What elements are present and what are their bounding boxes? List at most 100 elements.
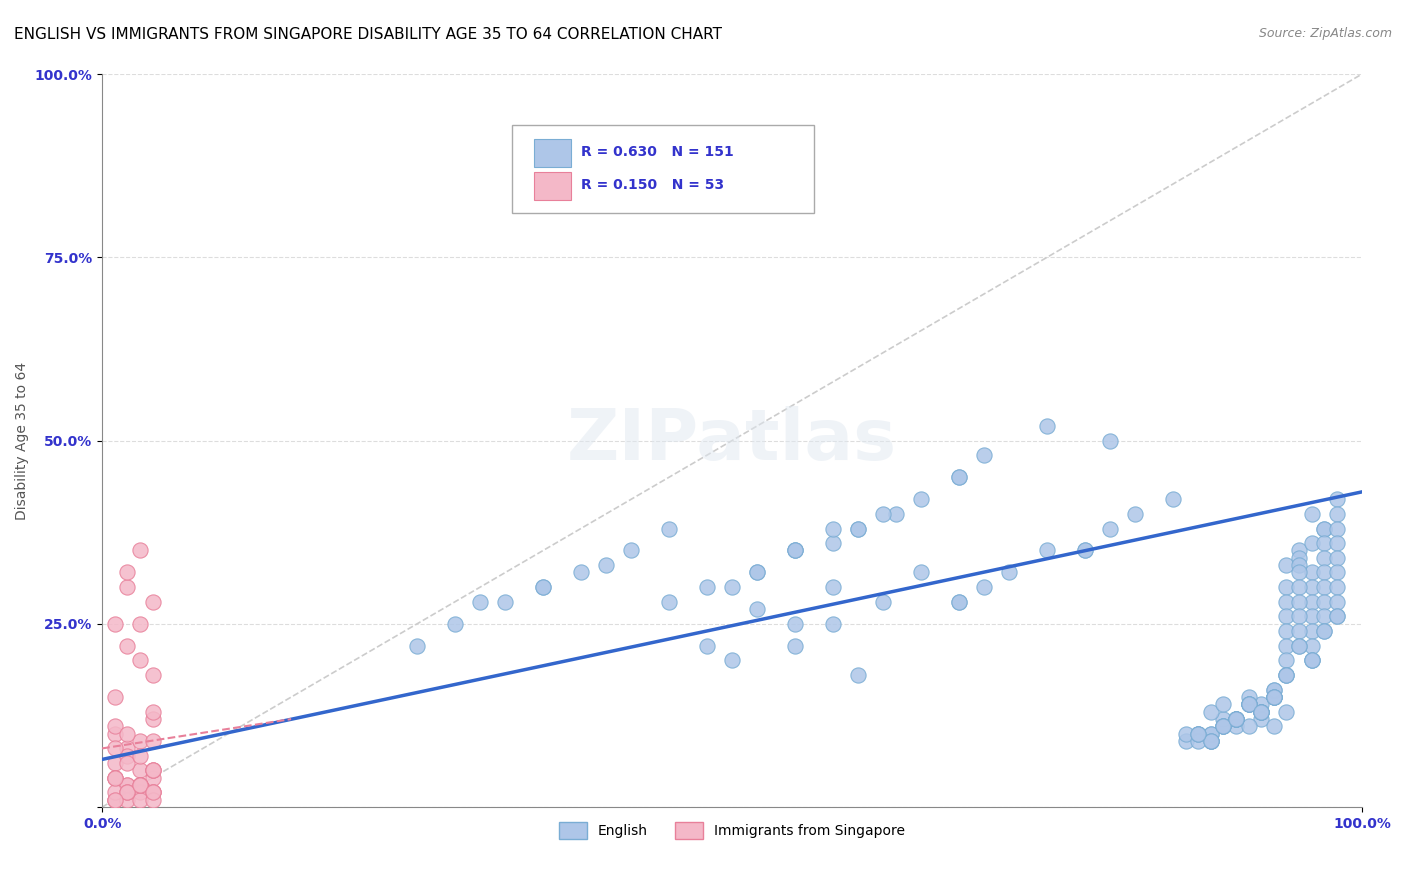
Point xyxy=(1036,418,1059,433)
Point xyxy=(1301,609,1323,624)
Point xyxy=(129,778,152,792)
Point xyxy=(747,602,769,616)
Point xyxy=(1326,536,1348,550)
Point xyxy=(1288,580,1310,594)
Point xyxy=(117,785,139,799)
Point xyxy=(117,741,139,756)
Point xyxy=(910,566,932,580)
Point xyxy=(129,778,152,792)
Point xyxy=(104,785,127,799)
Point xyxy=(1301,639,1323,653)
Point xyxy=(1326,609,1348,624)
Point xyxy=(1237,698,1260,712)
Point xyxy=(1036,543,1059,558)
Point xyxy=(141,785,163,799)
Point xyxy=(1225,712,1247,726)
Point xyxy=(973,448,995,462)
Point xyxy=(1199,734,1222,748)
Point xyxy=(141,785,163,799)
Point xyxy=(104,771,127,785)
Text: R = 0.150   N = 53: R = 0.150 N = 53 xyxy=(581,178,724,193)
Point xyxy=(948,595,970,609)
Point xyxy=(104,727,127,741)
Point xyxy=(747,566,769,580)
Point xyxy=(1326,566,1348,580)
Point xyxy=(1301,507,1323,521)
Point xyxy=(1199,705,1222,719)
Point xyxy=(1288,639,1310,653)
Point xyxy=(531,580,554,594)
Point xyxy=(1326,580,1348,594)
Point xyxy=(658,521,681,535)
Point xyxy=(1187,734,1209,748)
Point xyxy=(141,764,163,778)
Point xyxy=(1250,705,1272,719)
Point xyxy=(141,668,163,682)
Point xyxy=(821,521,844,535)
Text: R = 0.630   N = 151: R = 0.630 N = 151 xyxy=(581,145,734,160)
Point xyxy=(129,778,152,792)
Point xyxy=(1301,595,1323,609)
Point xyxy=(1301,653,1323,667)
Point xyxy=(1225,712,1247,726)
Point xyxy=(948,595,970,609)
Point xyxy=(1313,580,1336,594)
Point xyxy=(1301,566,1323,580)
Point xyxy=(1288,558,1310,573)
Point xyxy=(785,543,807,558)
FancyBboxPatch shape xyxy=(534,171,571,200)
Point xyxy=(1187,727,1209,741)
Point xyxy=(104,771,127,785)
Point xyxy=(998,566,1021,580)
Point xyxy=(117,793,139,807)
Point xyxy=(129,543,152,558)
Point xyxy=(821,580,844,594)
Point xyxy=(1275,668,1298,682)
Point xyxy=(1288,624,1310,639)
Point xyxy=(1313,609,1336,624)
Point xyxy=(129,793,152,807)
Point xyxy=(1275,668,1298,682)
Point xyxy=(104,756,127,770)
Point xyxy=(846,521,869,535)
Point xyxy=(141,764,163,778)
Point xyxy=(1225,712,1247,726)
Point xyxy=(1275,558,1298,573)
Point xyxy=(1212,719,1234,733)
Point xyxy=(1123,507,1146,521)
Point xyxy=(1275,705,1298,719)
Point xyxy=(1187,727,1209,741)
Point xyxy=(721,580,744,594)
Point xyxy=(948,470,970,484)
Point xyxy=(141,785,163,799)
Point xyxy=(1288,639,1310,653)
Point xyxy=(117,756,139,770)
Point xyxy=(1199,734,1222,748)
Point xyxy=(104,793,127,807)
Point xyxy=(569,566,592,580)
Point xyxy=(1275,609,1298,624)
Point xyxy=(1237,698,1260,712)
Point xyxy=(468,595,491,609)
Point xyxy=(620,543,643,558)
Point xyxy=(1161,492,1184,507)
Point xyxy=(1313,521,1336,535)
Point xyxy=(117,566,139,580)
Point xyxy=(1288,543,1310,558)
Point xyxy=(117,580,139,594)
Point xyxy=(1301,536,1323,550)
Point xyxy=(117,748,139,763)
Point xyxy=(104,793,127,807)
Point xyxy=(1237,698,1260,712)
Text: Source: ZipAtlas.com: Source: ZipAtlas.com xyxy=(1258,27,1392,40)
Point xyxy=(1250,705,1272,719)
Point xyxy=(1263,690,1285,705)
Point xyxy=(1326,521,1348,535)
Legend: English, Immigrants from Singapore: English, Immigrants from Singapore xyxy=(554,816,911,844)
Point xyxy=(1313,595,1336,609)
Point xyxy=(104,771,127,785)
Point xyxy=(1288,550,1310,565)
Point xyxy=(1174,734,1197,748)
Point xyxy=(1212,712,1234,726)
Point xyxy=(104,690,127,705)
